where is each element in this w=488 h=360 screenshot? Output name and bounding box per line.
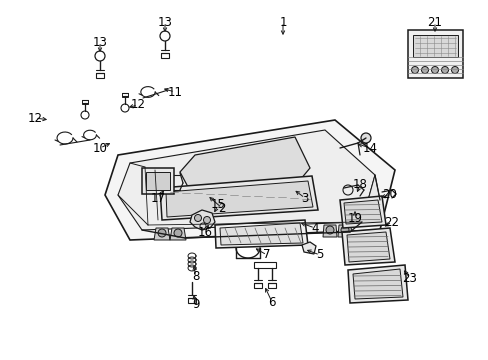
Polygon shape: [346, 232, 389, 262]
Bar: [161, 53, 169, 58]
Polygon shape: [118, 130, 374, 230]
Bar: [267, 283, 275, 288]
Bar: [412, 35, 457, 57]
Polygon shape: [165, 181, 312, 217]
Polygon shape: [323, 225, 336, 237]
Bar: [146, 172, 170, 190]
Polygon shape: [220, 223, 303, 245]
Polygon shape: [170, 228, 185, 240]
Text: 14: 14: [362, 141, 377, 154]
Text: 18: 18: [352, 179, 366, 192]
Text: 4: 4: [311, 221, 318, 234]
Polygon shape: [190, 210, 215, 230]
Polygon shape: [215, 220, 307, 248]
Text: 3: 3: [301, 192, 308, 204]
Text: 23: 23: [402, 271, 417, 284]
Circle shape: [430, 67, 438, 73]
Text: 13: 13: [92, 36, 107, 49]
Bar: [122, 93, 128, 97]
Text: 21: 21: [427, 15, 442, 28]
Text: 20: 20: [382, 189, 397, 202]
Text: 1: 1: [279, 15, 286, 28]
Polygon shape: [160, 176, 317, 220]
Circle shape: [450, 67, 458, 73]
Polygon shape: [302, 242, 315, 254]
Polygon shape: [105, 120, 394, 240]
Circle shape: [325, 226, 333, 234]
Circle shape: [441, 67, 447, 73]
Polygon shape: [347, 265, 407, 303]
Text: 19: 19: [347, 211, 362, 225]
Text: 11: 11: [167, 85, 182, 99]
Text: 6: 6: [268, 296, 275, 309]
Text: 5: 5: [316, 248, 323, 261]
Polygon shape: [361, 175, 379, 222]
Text: 9: 9: [192, 298, 199, 311]
Bar: [96, 73, 104, 78]
Circle shape: [203, 216, 210, 224]
Circle shape: [360, 133, 370, 143]
Text: 7: 7: [263, 248, 270, 261]
Bar: [253, 283, 262, 288]
Text: 17: 17: [150, 192, 165, 204]
Polygon shape: [341, 228, 394, 265]
Text: 2: 2: [218, 202, 225, 215]
Circle shape: [174, 229, 182, 237]
Text: 12: 12: [27, 112, 42, 125]
Bar: [142, 168, 174, 194]
Text: 12: 12: [130, 99, 145, 112]
Polygon shape: [339, 196, 385, 228]
Bar: [407, 30, 462, 78]
Text: 10: 10: [92, 141, 107, 154]
Text: 8: 8: [192, 270, 199, 283]
Polygon shape: [180, 137, 309, 200]
Polygon shape: [343, 200, 381, 224]
Text: 16: 16: [197, 225, 212, 238]
Circle shape: [340, 226, 348, 234]
Polygon shape: [154, 228, 170, 240]
Bar: [82, 100, 88, 104]
Text: 15: 15: [210, 198, 225, 211]
Circle shape: [194, 215, 201, 221]
Circle shape: [158, 229, 165, 237]
Bar: [187, 298, 196, 303]
Text: 22: 22: [384, 216, 399, 229]
Circle shape: [411, 67, 418, 73]
Bar: [253, 262, 275, 268]
Polygon shape: [337, 225, 351, 237]
Text: 13: 13: [157, 15, 172, 28]
Circle shape: [421, 67, 427, 73]
Polygon shape: [352, 269, 402, 299]
